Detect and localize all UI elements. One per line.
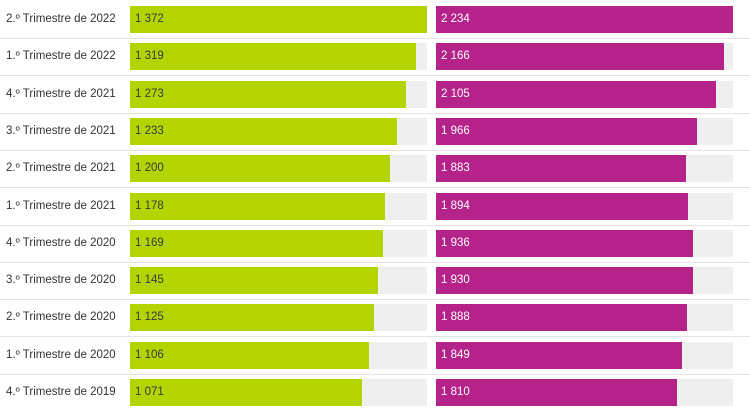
bar-track: 1 372 <box>130 6 427 33</box>
data-label: 1 894 <box>441 199 470 212</box>
data-label: 1 810 <box>441 386 470 398</box>
data-label: 1 966 <box>441 124 470 137</box>
chart-row: 1.º Trimestre de 2020 1 106 1 849 <box>0 341 750 379</box>
data-label: 1 930 <box>441 274 470 287</box>
bar: 1 145 <box>130 267 378 295</box>
bar-track: 1 888 <box>436 304 733 332</box>
data-label: 1 319 <box>135 50 164 63</box>
category-label: 3.º Trimestre de 2021 <box>6 124 116 137</box>
bar-track: 1 125 <box>130 304 427 332</box>
row-separator <box>0 299 750 301</box>
bar: 2 105 <box>436 80 716 108</box>
category-label: 1.º Trimestre de 2021 <box>6 199 116 212</box>
data-label: 1 145 <box>135 274 164 287</box>
bar: 1 372 <box>130 6 427 33</box>
bar-track: 1 936 <box>436 229 733 257</box>
bar: 1 200 <box>130 155 390 183</box>
bar: 1 849 <box>436 341 682 369</box>
data-label: 2 105 <box>441 87 470 100</box>
bar: 1 233 <box>130 117 397 145</box>
data-label: 1 372 <box>135 13 164 25</box>
category-label: 4.º Trimestre de 2021 <box>6 87 116 100</box>
bar: 2 234 <box>436 6 733 33</box>
bar: 1 883 <box>436 155 687 183</box>
bar-track: 1 178 <box>130 192 427 220</box>
data-label: 1 125 <box>135 311 164 324</box>
bar: 1 169 <box>130 229 384 257</box>
row-separator <box>0 149 750 151</box>
data-label: 1 888 <box>441 311 470 324</box>
bar: 1 125 <box>130 304 374 332</box>
data-label: 1 169 <box>135 236 164 249</box>
bar-track: 1 106 <box>130 341 427 369</box>
bar-track: 2 166 <box>436 43 733 71</box>
data-label: 1 273 <box>135 87 164 100</box>
bar-track: 1 883 <box>436 155 733 183</box>
row-separator <box>0 261 750 263</box>
chart-row: 1.º Trimestre de 2021 1 178 1 894 <box>0 192 750 230</box>
bar: 1 071 <box>130 379 362 406</box>
chart-row: 2.º Trimestre de 2022 1 372 2 234 <box>0 6 750 43</box>
chart-row: 1.º Trimestre de 2022 1 319 2 166 <box>0 43 750 80</box>
bar-track: 1 169 <box>130 229 427 257</box>
category-label: 2.º Trimestre de 2022 <box>6 13 116 25</box>
bar: 1 178 <box>130 192 385 220</box>
category-label: 2.º Trimestre de 2021 <box>6 162 116 175</box>
bar: 1 894 <box>436 192 688 220</box>
category-label: 1.º Trimestre de 2020 <box>6 348 116 361</box>
category-label: 2.º Trimestre de 2020 <box>6 311 116 324</box>
data-label: 1 071 <box>135 386 164 398</box>
chart-row: 3.º Trimestre de 2021 1 233 1 966 <box>0 117 750 155</box>
bar: 1 936 <box>436 229 694 257</box>
data-label: 1 106 <box>135 348 164 361</box>
bar-track: 1 319 <box>130 43 427 71</box>
bar: 2 166 <box>436 43 724 71</box>
chart-row: 2.º Trimestre de 2020 1 125 1 888 <box>0 304 750 341</box>
bar-track: 2 234 <box>436 6 733 33</box>
bar: 1 106 <box>130 341 370 369</box>
data-label: 2 166 <box>441 50 470 63</box>
data-label: 1 178 <box>135 199 164 212</box>
bar-track: 1 966 <box>436 117 733 145</box>
row-separator <box>0 224 750 226</box>
bar-track: 1 849 <box>436 341 733 369</box>
bar-track: 1 810 <box>436 379 733 406</box>
category-label: 4.º Trimestre de 2020 <box>6 236 116 249</box>
chart-row: 2.º Trimestre de 2021 1 200 1 883 <box>0 155 750 192</box>
data-label: 1 200 <box>135 162 164 175</box>
bar-track: 1 145 <box>130 267 427 295</box>
row-separator <box>0 373 750 375</box>
data-label: 1 936 <box>441 236 470 249</box>
chart-row: 4.º Trimestre de 2019 1 071 1 810 <box>0 379 750 416</box>
bar-track: 2 105 <box>436 80 733 108</box>
bar-track: 1 930 <box>436 267 733 295</box>
bar-track: 1 273 <box>130 80 427 108</box>
row-separator <box>0 112 750 114</box>
chart-row: 3.º Trimestre de 2020 1 145 1 930 <box>0 267 750 304</box>
bar-track: 1 071 <box>130 379 427 406</box>
data-label: 2 234 <box>441 13 470 25</box>
bar: 1 888 <box>436 304 687 332</box>
category-label: 1.º Trimestre de 2022 <box>6 50 116 63</box>
row-separator <box>0 336 750 338</box>
bar-track: 1 233 <box>130 117 427 145</box>
category-label: 4.º Trimestre de 2019 <box>6 386 116 398</box>
data-label: 1 233 <box>135 124 164 137</box>
chart-row: 4.º Trimestre de 2021 1 273 2 105 <box>0 80 750 118</box>
row-separator <box>0 187 750 189</box>
chart-row: 4.º Trimestre de 2020 1 169 1 936 <box>0 229 750 267</box>
bar: 1 810 <box>436 379 677 406</box>
category-label: 3.º Trimestre de 2020 <box>6 274 116 287</box>
bar-track: 1 200 <box>130 155 427 183</box>
bar: 1 273 <box>130 80 406 108</box>
bar: 1 319 <box>130 43 416 71</box>
data-label: 1 849 <box>441 348 470 361</box>
bar: 1 966 <box>436 117 698 145</box>
data-label: 1 883 <box>441 162 470 175</box>
bar-track: 1 894 <box>436 192 733 220</box>
row-separator <box>0 75 750 77</box>
row-separator <box>0 38 750 39</box>
bar: 1 930 <box>436 267 693 295</box>
